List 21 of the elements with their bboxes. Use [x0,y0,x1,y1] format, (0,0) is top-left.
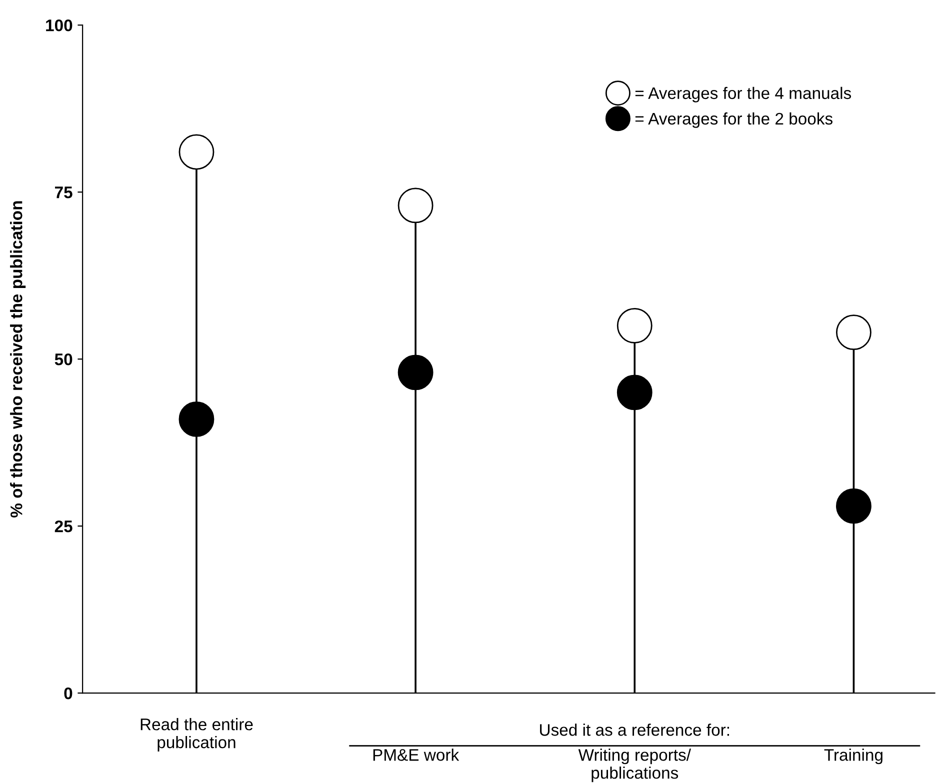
legend-label: = Averages for the 2 books [635,112,832,128]
y-axis-title: % of those who received the publication [10,201,26,518]
point [398,354,434,390]
y-tick-label: 25 [54,520,72,532]
point [836,314,872,350]
x-tick-label: PM&E work [373,748,460,761]
point [178,134,214,170]
x-tick-label: Writing reports/ publications [578,748,691,782]
point [398,188,434,224]
x-tick-label: Training [824,748,882,764]
legend-label: = Averages for the 4 manuals [635,86,851,102]
point [836,488,872,524]
y-tick-label: 75 [55,186,72,198]
text: Used it as a reference for: [540,724,729,736]
point [178,401,214,437]
y-tick-label: 50 [54,353,72,366]
point [616,374,652,410]
x-tick-label: Read the entire publication [140,718,253,752]
y-tick-label: 100 [46,19,72,32]
y-tick-label: 0 [64,687,72,700]
point [616,308,652,344]
